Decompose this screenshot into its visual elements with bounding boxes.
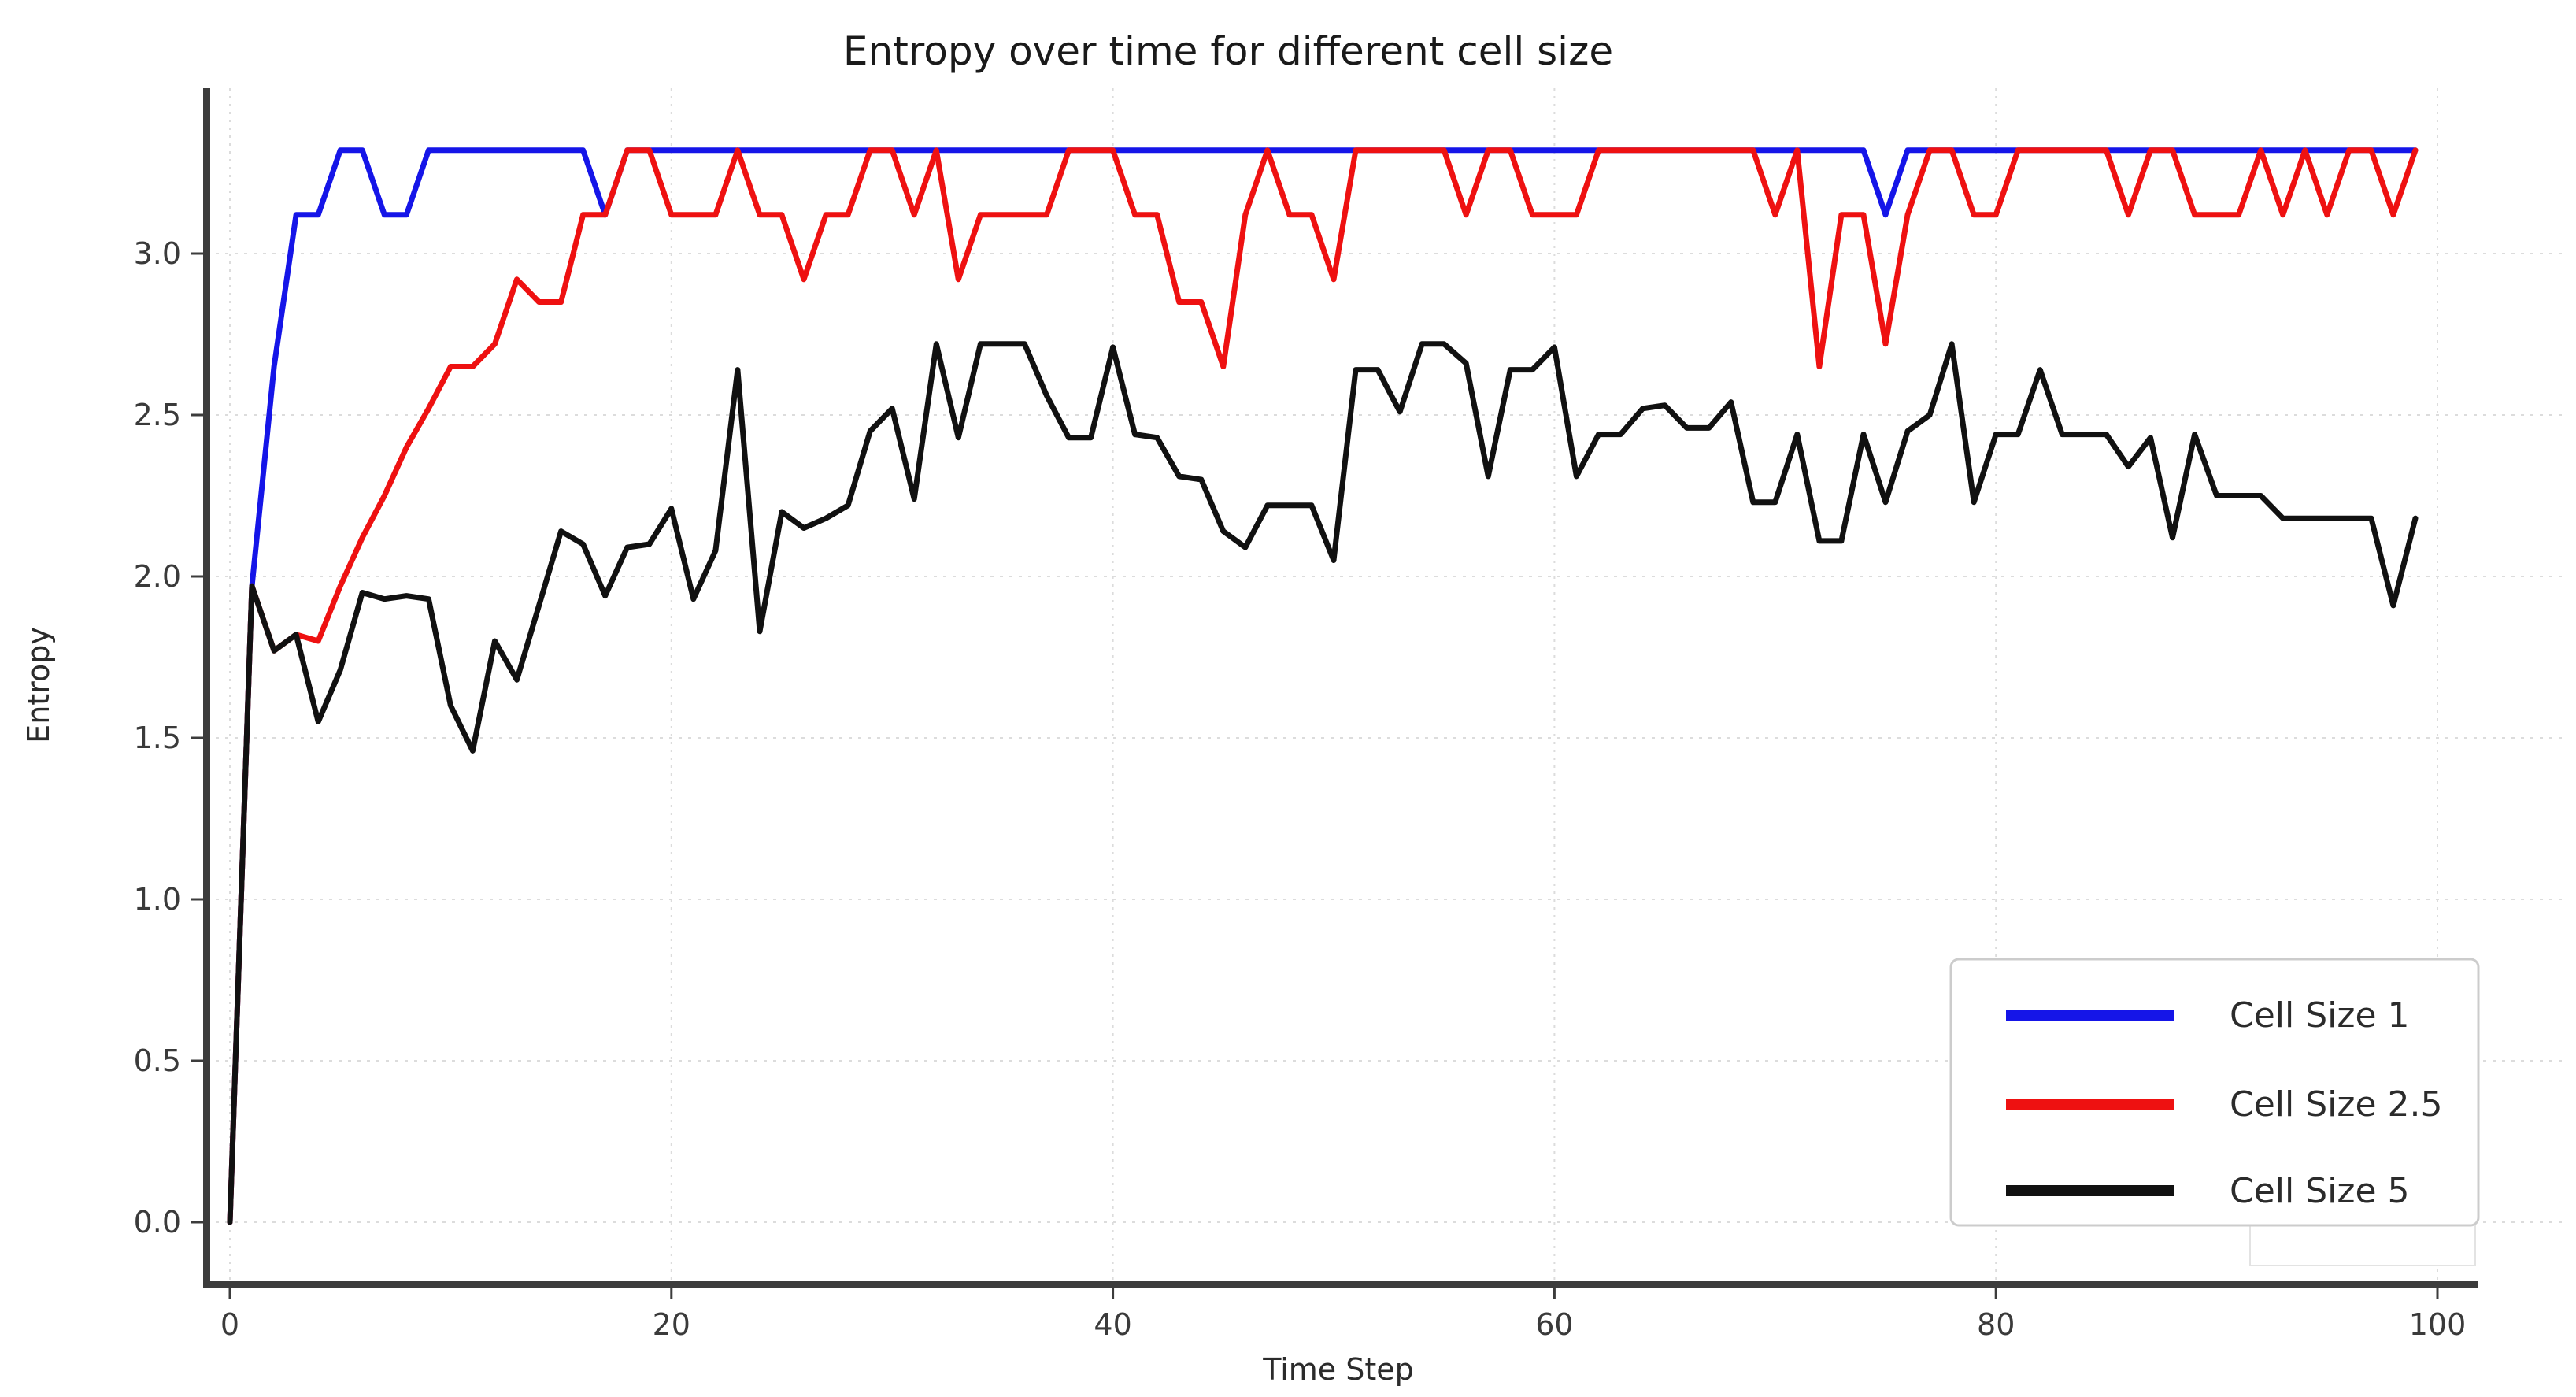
x-tick-label-40: 40 bbox=[1094, 1307, 1131, 1342]
legend: Cell Size 1 Cell Size 2.5 Cell Size 5 bbox=[1949, 958, 2480, 1227]
legend-box bbox=[1949, 958, 2480, 1227]
x-tick-label-60: 60 bbox=[1535, 1307, 1573, 1342]
y-axis-label: Entropy bbox=[21, 627, 56, 743]
y-tick-label-2.5: 2.5 bbox=[134, 398, 181, 432]
legend-label-cell-size-2-5: Cell Size 2.5 bbox=[2230, 1084, 2443, 1125]
x-axis-label: Time Step bbox=[1262, 1352, 1414, 1387]
series-line-cell-size-2-5 bbox=[227, 147, 2419, 1225]
legend-label-cell-size-1: Cell Size 1 bbox=[2230, 995, 2410, 1036]
x-tick-label-20: 20 bbox=[653, 1307, 690, 1342]
y-tick-label-1: 1.0 bbox=[134, 882, 181, 917]
y-tick-label-0.5: 0.5 bbox=[134, 1043, 181, 1078]
series-line-cell-size-5 bbox=[227, 341, 2419, 1225]
y-tick-label-3: 3.0 bbox=[134, 236, 181, 271]
y-tick-label-0: 0.0 bbox=[134, 1205, 181, 1240]
y-tick-label-2: 2.0 bbox=[134, 559, 181, 594]
x-tick-label-0: 0 bbox=[220, 1307, 239, 1342]
data-series-lines bbox=[227, 147, 2419, 1225]
x-axis-spine bbox=[203, 1281, 2478, 1288]
x-tick-label-80: 80 bbox=[1977, 1307, 2015, 1342]
y-tick-label-1.5: 1.5 bbox=[134, 721, 181, 755]
legend-label-cell-size-5: Cell Size 5 bbox=[2230, 1171, 2410, 1211]
axis-ticks-and-labels: 0 20 40 60 80 100 0.0 0.5 1.0 1.5 2.0 2.5 3.0 bbox=[134, 236, 2467, 1342]
chart-title: Entropy over time for different cell siz… bbox=[843, 28, 1613, 74]
x-tick-label-100: 100 bbox=[2409, 1307, 2467, 1342]
y-axis-spine bbox=[203, 88, 210, 1288]
